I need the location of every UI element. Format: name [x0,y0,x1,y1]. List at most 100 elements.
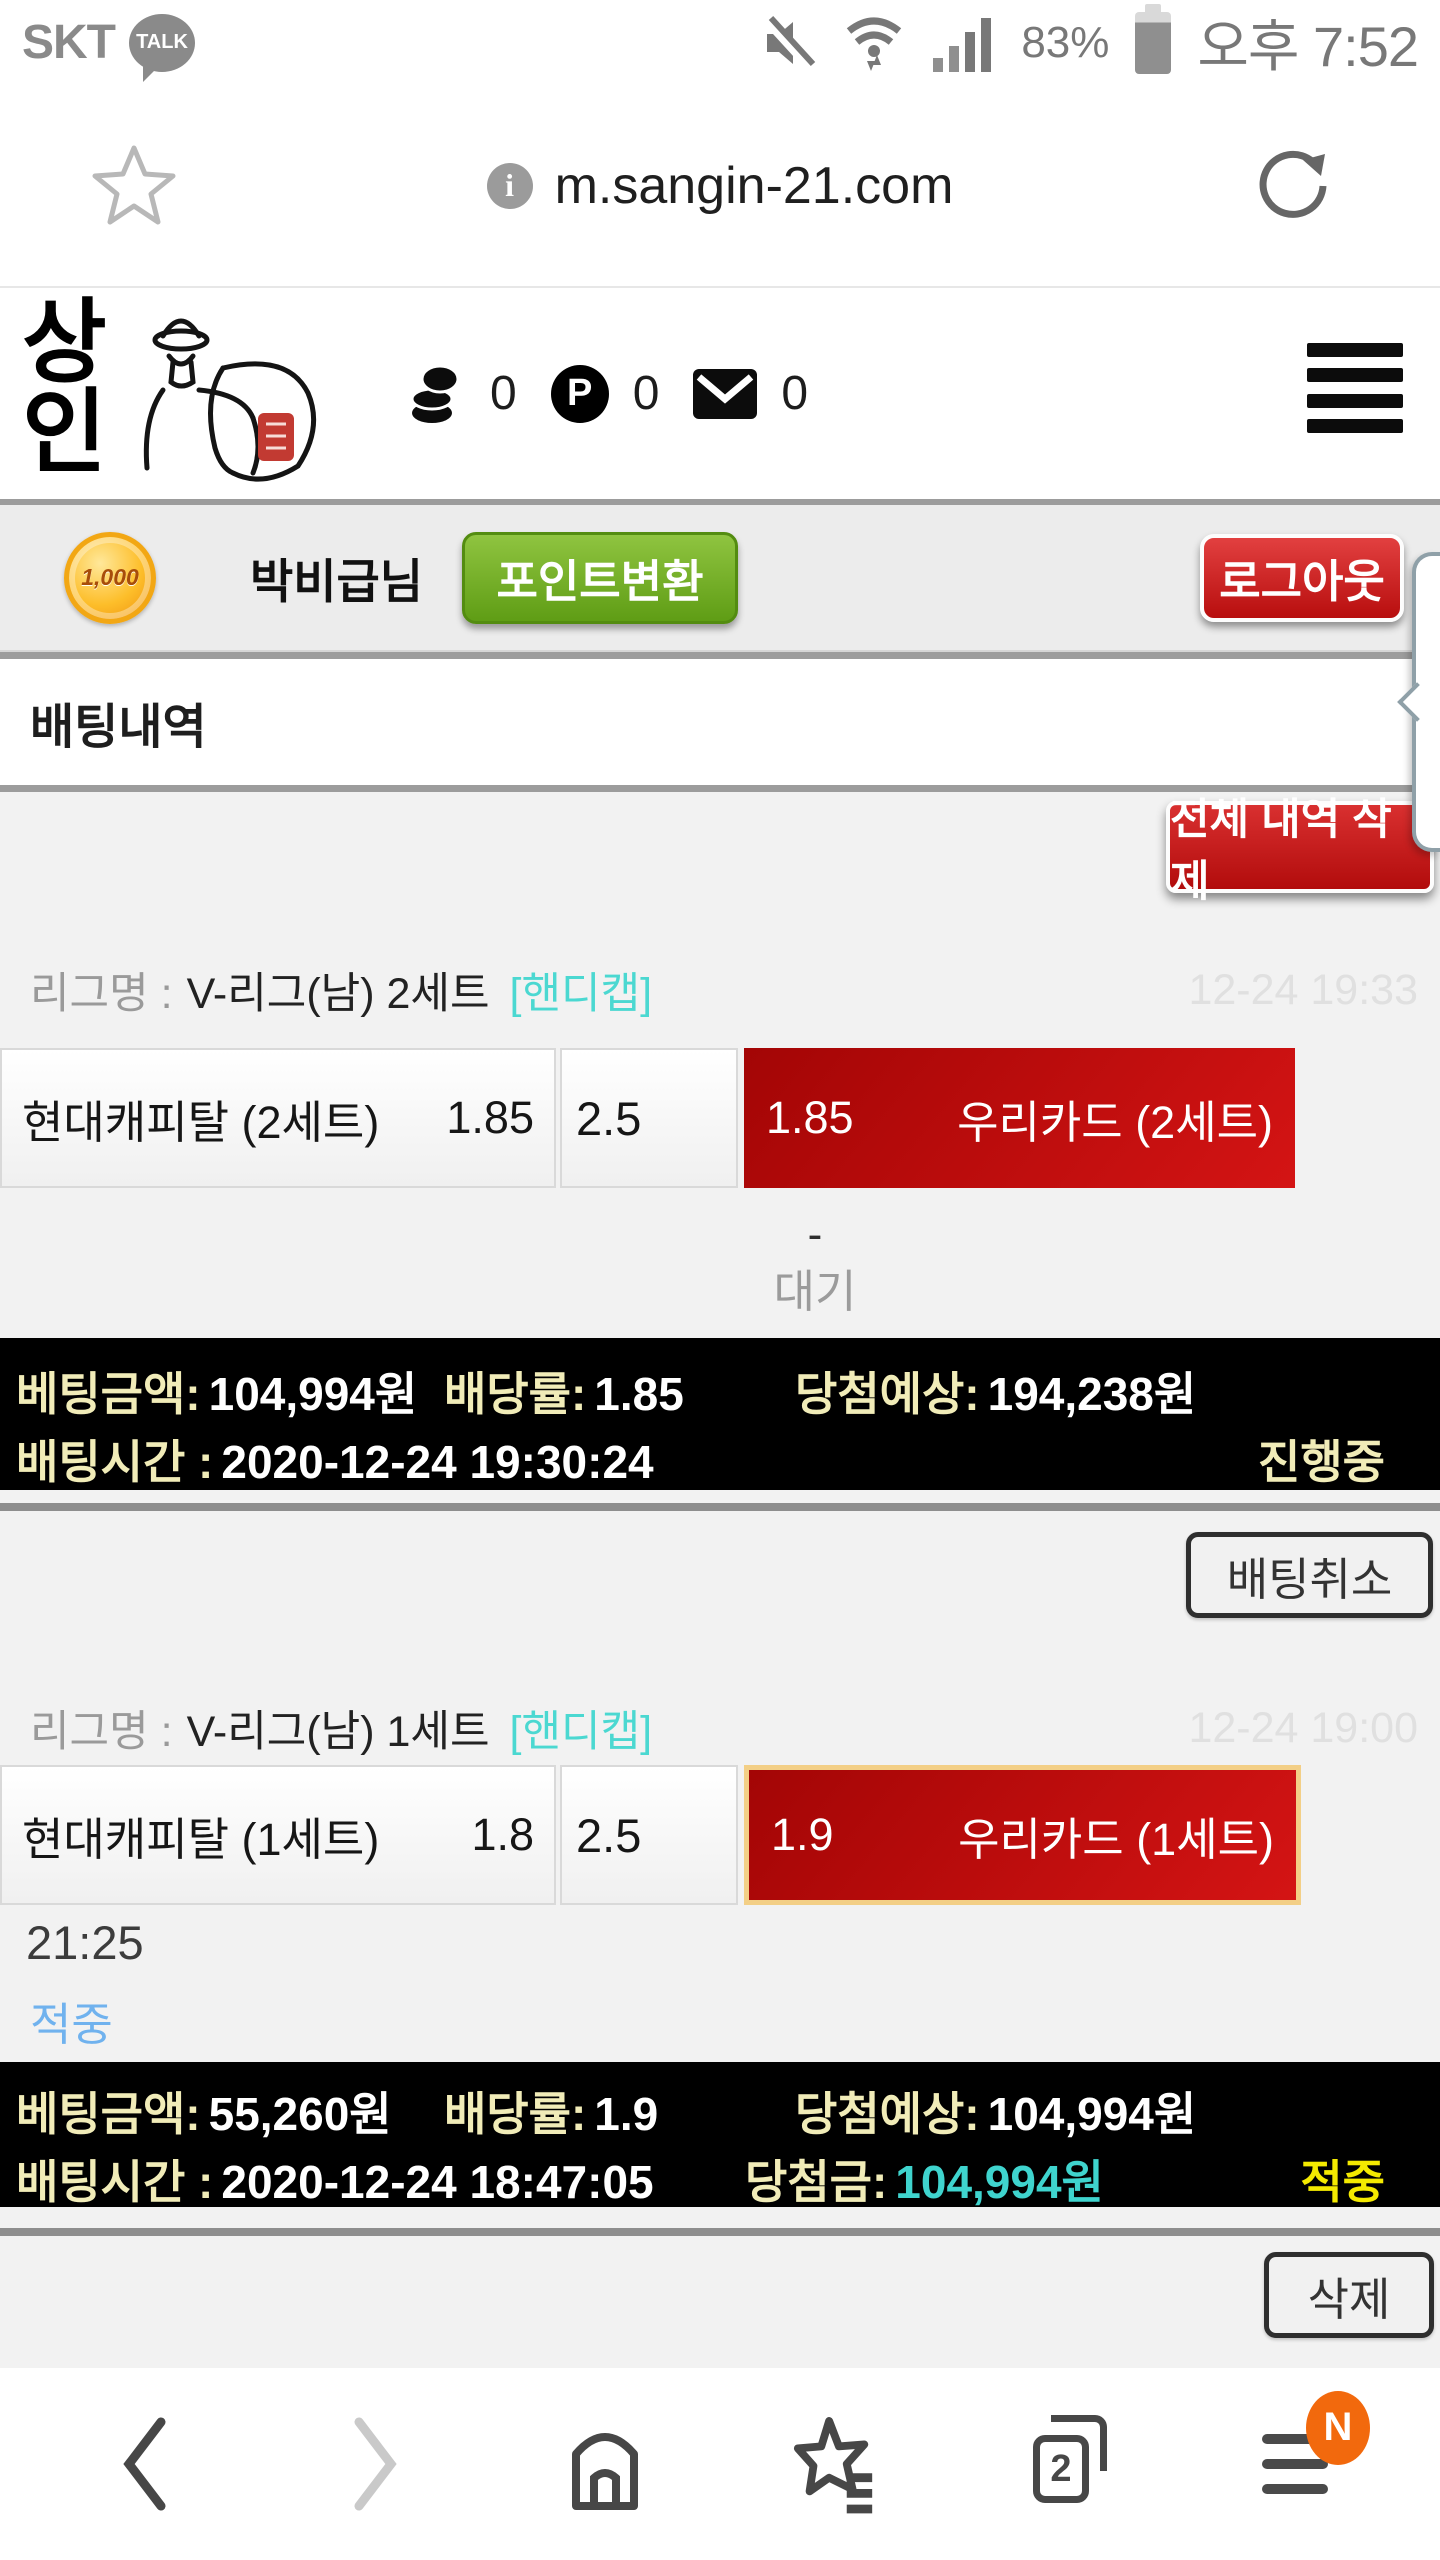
home-icon[interactable] [560,2417,650,2512]
away-odds: 1.9 [771,1809,834,1860]
site-logo[interactable]: 상 인 [22,292,353,498]
expect-value: 194,238원 [987,1368,1197,1420]
amount-label: 베팅금액: [16,2088,201,2140]
expect-value: 104,994원 [987,2088,1197,2140]
browser-bottom-nav: 2 N [0,2368,1440,2560]
bet2-league-row: 리그명 : V-리그(남) 1세트 [핸디캡] 12-24 19:00 [30,1700,1440,1757]
league-label: 리그명 : [30,1708,173,1756]
mail-count: 0 [781,367,809,420]
rate-label: 배당률: [444,2088,587,2140]
bookmark-star-icon[interactable] [88,140,180,232]
side-panel-handle[interactable] [1412,552,1440,852]
bet-datetime: 12-24 19:33 [1188,965,1418,1014]
wifi-icon [843,13,905,73]
expect-label: 당첨예상: [795,2088,980,2140]
header-counters: 0 P 0 0 [408,363,818,425]
home-odds: 1.8 [471,1809,534,1860]
section-divider [0,2228,1440,2236]
talk-badge-label: TALK [136,31,188,53]
away-team: 우리카드 (2세트) [957,1096,1273,1148]
page-title-band: 배팅내역 [0,652,1440,792]
league-label: 리그명 : [30,970,173,1018]
battery-icon [1135,3,1172,74]
tab-count: 2 [1050,2447,1072,2490]
point-count: 0 [632,367,660,420]
home-odds: 1.85 [446,1092,534,1143]
time-label: 배팅시간 : [16,2156,214,2208]
hamburger-icon[interactable] [1307,343,1403,433]
time-value: 2020-12-24 18:47:05 [221,2156,654,2208]
home-team: 현대캐피탈 (1세트) [22,1813,380,1865]
browser-url-bar: i m.sangin-21.com [0,85,1440,288]
bet1-summary-bar: 베팅금액: 104,994원 배당률: 1.85 당첨예상: 194,238원 배팅시… [0,1338,1440,1490]
url-text[interactable]: m.sangin-21.com [554,156,954,215]
time-label: 배팅시간 : [16,1436,214,1488]
info-icon[interactable]: i [486,162,533,209]
rate-value: 1.85 [594,1368,684,1420]
bet1-score: - [807,1210,823,1259]
clock-label: 오후 7:52 [1197,15,1419,78]
bet1-match-row: 현대캐피탈 (2세트) 1.85 2.5 1.85 우리카드 (2세트) [0,1048,1295,1188]
league-name: V-리그(남) 1세트 [186,1708,490,1756]
home-odds-cell: 현대캐피탈 (2세트) 1.85 [0,1048,556,1188]
league-name: V-리그(남) 2세트 [186,970,490,1018]
section-divider [0,1503,1440,1511]
bet2-status: 적중 [1300,2156,1385,2208]
medal-value: 1,000 [81,564,139,590]
logout-button[interactable]: 로그아웃 [1200,533,1404,622]
win-value: 104,994원 [895,2156,1104,2208]
bet1-status: 진행중 [1258,1436,1385,1488]
site-header: 상 인 [0,288,1440,505]
logo-text: 상 인 [22,292,107,485]
market-tag: [핸디캡] [509,970,653,1018]
amount-value: 104,994원 [208,1368,418,1420]
carrier-label: SKT [22,16,116,69]
point-convert-button[interactable]: 포인트변환 [462,531,738,624]
betting-history: 전체 내역 삭제 리그명 : V-리그(남) 2세트 [핸디캡] 12-24 1… [0,792,1440,2368]
tabs-icon[interactable]: 2 [1020,2415,1110,2512]
mail-icon [693,368,758,419]
merchant-illustration [103,298,353,498]
delete-all-button[interactable]: 전체 내역 삭제 [1166,796,1434,906]
back-icon[interactable] [100,2417,190,2512]
away-team: 우리카드 (1세트) [958,1813,1274,1865]
expect-label: 당첨예상: [795,1368,980,1420]
coin-count: 0 [490,367,517,420]
coin-stack-icon [408,363,466,425]
bet2-result-state: 적중 [30,1999,113,2050]
draw-odds-cell: 2.5 [560,1765,738,1905]
point-p-icon: P [550,364,609,423]
address-field[interactable]: i m.sangin-21.com [0,85,1440,286]
draw-odds: 2.5 [576,1808,642,1862]
signal-icon [931,14,995,72]
refresh-icon[interactable] [1251,144,1335,228]
bet-datetime: 12-24 19:00 [1188,1703,1418,1752]
bookmarks-icon[interactable] [790,2417,880,2514]
bet1-result-state: 대기 [773,1266,857,1317]
battery-percent: 83% [1021,17,1110,67]
bet-cancel-button[interactable]: 배팅취소 [1186,1532,1433,1618]
market-tag: [핸디캡] [509,1708,653,1756]
amount-label: 베팅금액: [16,1368,201,1420]
bet-delete-button[interactable]: 삭제 [1264,2252,1434,2338]
away-odds-cell-selected: 1.85 우리카드 (2세트) [744,1048,1295,1188]
forward-icon[interactable] [330,2417,420,2512]
username-label: 박비급님 [250,555,423,608]
amount-value: 55,260원 [208,2088,392,2140]
mute-icon [759,14,817,72]
bet1-league-row: 리그명 : V-리그(남) 2세트 [핸디캡] 12-24 19:33 [30,962,1440,1019]
user-bar: 1,000 박비급님 포인트변환 로그아웃 [0,505,1440,652]
away-odds: 1.85 [766,1092,854,1143]
home-odds-cell: 현대캐피탈 (1세트) 1.8 [0,1765,556,1905]
rate-value: 1.9 [594,2088,659,2140]
page-title: 배팅내역 [30,701,207,754]
bet2-summary-bar: 베팅금액: 55,260원 배당률: 1.9 당첨예상: 104,994원 배팅시간 … [0,2062,1440,2208]
talk-badge-icon: TALK [129,13,195,82]
bet2-match-row: 현대캐피탈 (1세트) 1.8 2.5 1.9 우리카드 (1세트) [0,1765,1301,1905]
draw-odds: 2.5 [576,1091,642,1145]
medal-icon: 1,000 [64,531,156,624]
status-bar: SKT TALK 83% 오후 7:52 [0,0,1440,85]
menu-icon[interactable]: N [1250,2390,1370,2512]
away-odds-cell-won: 1.9 우리카드 (1세트) [744,1765,1301,1905]
win-label: 당첨금: [745,2156,888,2208]
